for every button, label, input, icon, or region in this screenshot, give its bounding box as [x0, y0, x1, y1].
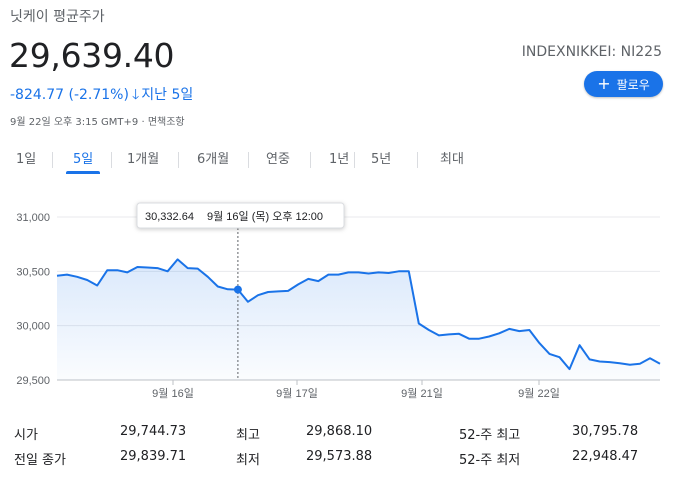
page-title: 닛케이 평균주가 — [10, 9, 105, 25]
tab-ytd[interactable]: 연중 — [266, 152, 290, 167]
x-tick-label: 9월 22일 — [518, 386, 560, 400]
y-tick-label: 30,500 — [16, 266, 50, 278]
tab-divider — [111, 152, 112, 168]
stat-value: 29,868.10 — [306, 424, 373, 439]
y-tick-label: 29,500 — [16, 375, 50, 387]
stat-value: 29,839.71 — [120, 449, 187, 464]
tab-5y[interactable]: 5년 — [371, 152, 392, 167]
price-chart[interactable]: 31,000 30,500 30,000 29,500 9월 16일 9월 17일 9월 … — [0, 198, 675, 418]
stat-label: 전일 종가 — [14, 453, 66, 468]
x-tick-label: 9월 21일 — [401, 386, 443, 400]
tab-divider — [354, 152, 355, 168]
tab-divider — [248, 152, 249, 168]
timestamp-disclaimer: 9월 22일 오후 3:15 GMT+9 · 면책조항 — [10, 117, 185, 128]
plus-icon: + — [597, 74, 611, 93]
price-line — [56, 258, 661, 371]
tab-divider — [417, 152, 418, 168]
x-tick-label: 9월 17일 — [276, 386, 318, 400]
stat-value: 29,573.88 — [306, 449, 373, 464]
active-tab-indicator — [66, 171, 100, 174]
x-tick-label: 9월 16일 — [152, 386, 194, 400]
arrow-down-icon: 🡓 — [131, 87, 140, 103]
tab-1y[interactable]: 1년 — [329, 152, 350, 167]
stat-value: 30,795.78 — [572, 424, 639, 439]
tooltip-date: 9월 16일 (목) 오후 12:00 — [207, 209, 323, 223]
follow-label: 팔로우 — [616, 77, 650, 92]
stat-label: 최저 — [236, 453, 260, 468]
hover-point — [233, 285, 242, 294]
change-period: 지난 5일 — [141, 87, 194, 103]
y-tick-label: 31,000 — [16, 212, 50, 224]
stat-value: 29,744.73 — [120, 424, 187, 439]
price-change: -824.77 (-2.71%) 🡓 지난 5일 — [10, 84, 193, 108]
tooltip-value: 30,332.64 — [145, 211, 194, 223]
stat-label: 52-주 최고 — [459, 428, 521, 443]
tab-1d[interactable]: 1일 — [16, 152, 37, 167]
stat-label: 52-주 최저 — [459, 453, 521, 468]
ticker-symbol: INDEXNIKKEI: NI225 — [521, 44, 662, 60]
current-price: 29,639.40 — [9, 36, 175, 75]
price-area — [57, 259, 660, 380]
range-tabs: 1일 5일 1개월 6개월 연중 1년 5년 최대 — [0, 148, 675, 174]
tab-6m[interactable]: 6개월 — [197, 152, 230, 167]
tab-max[interactable]: 최대 — [440, 152, 464, 167]
tooltip: 30,332.64 9월 16일 (목) 오후 12:00 — [136, 202, 345, 229]
stat-value: 22,948.47 — [572, 449, 639, 464]
tab-divider — [310, 152, 311, 168]
y-tick-label: 30,000 — [16, 321, 50, 333]
tab-5d[interactable]: 5일 — [73, 152, 94, 167]
stat-label: 시가 — [14, 428, 38, 443]
follow-button[interactable]: + 팔로우 — [584, 71, 663, 97]
tab-divider — [52, 152, 53, 168]
stat-label: 최고 — [236, 428, 260, 443]
price-change-value: -824.77 (-2.71%) — [10, 87, 129, 103]
tab-1m[interactable]: 1개월 — [127, 152, 160, 167]
tab-divider — [178, 152, 179, 168]
